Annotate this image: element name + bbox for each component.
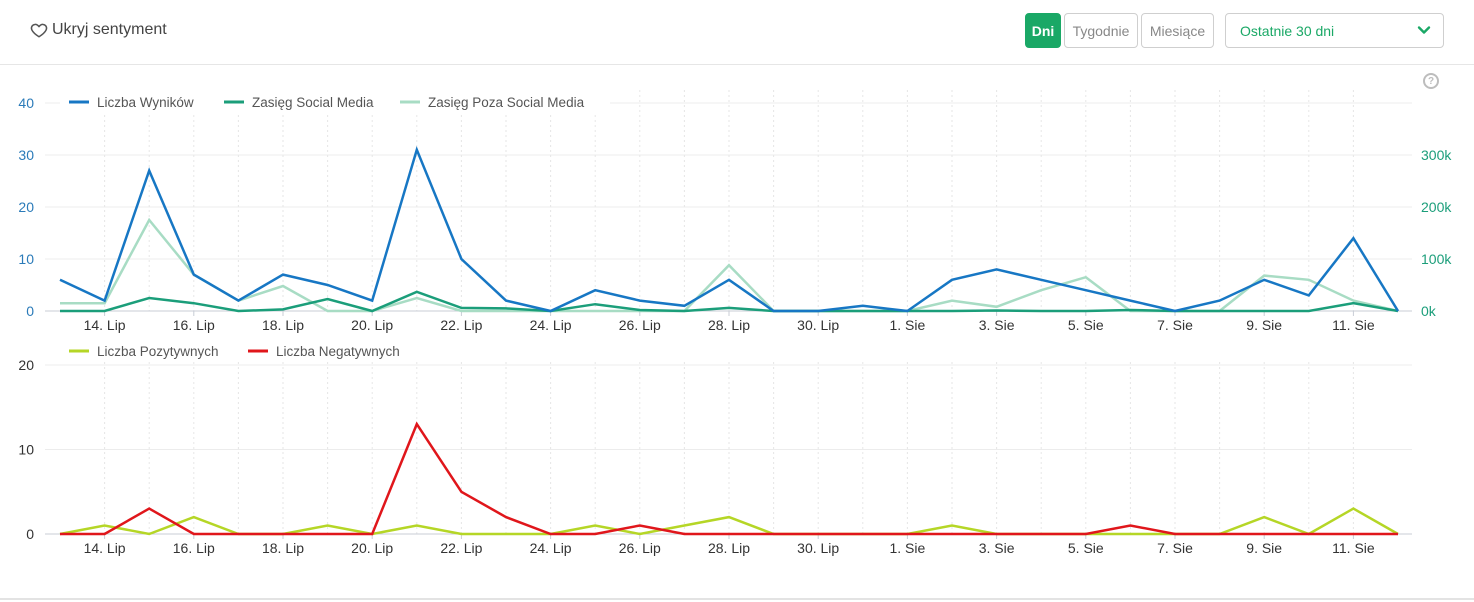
x-tick-label: 26. Lip <box>619 540 661 556</box>
legend-label: Zasięg Social Media <box>252 95 374 110</box>
date-range-value: Ostatnie 30 dni <box>1240 22 1335 39</box>
y-left-tick-label: 30 <box>18 147 34 163</box>
x-tick-label: 11. Sie <box>1332 540 1375 556</box>
bottom-divider <box>0 598 1474 600</box>
period-button-months[interactable]: Miesiące <box>1141 13 1214 48</box>
x-tick-label: 14. Lip <box>84 317 126 333</box>
y-right-tick-label: 300k <box>1421 147 1452 163</box>
x-tick-label: 24. Lip <box>530 317 572 333</box>
x-tick-label: 30. Lip <box>797 540 839 556</box>
hide-sentiment-toggle[interactable]: Ukryj sentyment <box>30 21 167 39</box>
x-tick-label: 16. Lip <box>173 540 215 556</box>
x-tick-label: 16. Lip <box>173 317 215 333</box>
legend-label: Zasięg Poza Social Media <box>428 95 585 110</box>
legend-label: Liczba Pozytywnych <box>97 344 219 359</box>
x-tick-label: 5. Sie <box>1068 317 1104 333</box>
x-tick-label: 30. Lip <box>797 317 839 333</box>
x-tick-label: 18. Lip <box>262 317 304 333</box>
series-line-liczba-negatywnych <box>60 421 1398 536</box>
y-left-tick-label: 40 <box>18 95 34 111</box>
legend-label: Liczba Negatywnych <box>276 344 400 359</box>
toolbar: Ukryj sentyment Dni Tygodnie Miesiące Os… <box>0 0 1474 65</box>
series-line-zasieg-poza-social-media <box>60 217 1399 313</box>
y-right-tick-label: 100k <box>1421 251 1452 267</box>
legend-background <box>60 90 610 114</box>
x-tick-label: 28. Lip <box>708 540 750 556</box>
series-line-liczba-wynikow <box>59 146 1400 313</box>
x-tick-label: 20. Lip <box>351 317 393 333</box>
y-tick-label: 0 <box>26 526 34 542</box>
x-tick-label: 24. Lip <box>530 540 572 556</box>
y-left-tick-label: 0 <box>26 303 34 319</box>
x-tick-label: 7. Sie <box>1157 317 1193 333</box>
x-tick-label: 9. Sie <box>1246 540 1282 556</box>
y-tick-label: 20 <box>18 357 34 373</box>
x-tick-label: 3. Sie <box>979 540 1015 556</box>
x-tick-label: 1. Sie <box>889 540 925 556</box>
x-tick-label: 1. Sie <box>889 317 925 333</box>
date-range-select[interactable]: Ostatnie 30 dni <box>1225 13 1444 48</box>
chevron-down-icon <box>1417 26 1431 34</box>
x-tick-label: 26. Lip <box>619 317 661 333</box>
y-left-tick-label: 20 <box>18 199 34 215</box>
x-tick-label: 28. Lip <box>708 317 750 333</box>
x-tick-label: 18. Lip <box>262 540 304 556</box>
period-button-weeks[interactable]: Tygodnie <box>1064 13 1138 48</box>
heart-icon <box>30 23 48 38</box>
x-tick-label: 22. Lip <box>440 317 482 333</box>
x-tick-label: 20. Lip <box>351 540 393 556</box>
x-tick-label: 7. Sie <box>1157 540 1193 556</box>
period-button-days[interactable]: Dni <box>1025 13 1061 48</box>
y-right-tick-label: 200k <box>1421 199 1452 215</box>
legend-label: Liczba Wyników <box>97 95 194 110</box>
x-tick-label: 22. Lip <box>440 540 482 556</box>
x-tick-label: 9. Sie <box>1246 317 1282 333</box>
hide-sentiment-label: Ukryj sentyment <box>52 21 167 38</box>
x-tick-label: 3. Sie <box>979 317 1015 333</box>
y-tick-label: 10 <box>18 442 34 458</box>
help-icon[interactable]: ? <box>1423 73 1439 89</box>
y-left-tick-label: 10 <box>18 251 34 267</box>
x-tick-label: 14. Lip <box>84 540 126 556</box>
x-tick-label: 11. Sie <box>1332 317 1375 333</box>
y-right-tick-label: 0k <box>1421 303 1437 319</box>
x-tick-label: 5. Sie <box>1068 540 1104 556</box>
